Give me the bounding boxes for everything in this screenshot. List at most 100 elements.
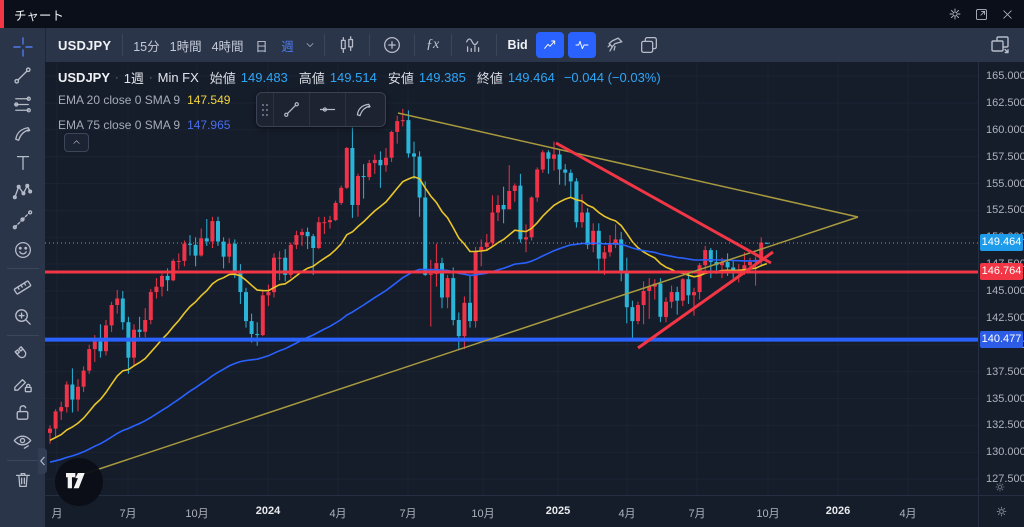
legend-symbol-row[interactable]: USDJPY · 1週 · Min FX 始値 149.483 高値 149.5… bbox=[58, 68, 661, 87]
price-tick-label: 160.000 bbox=[986, 124, 1024, 136]
fib-retracement-tool[interactable] bbox=[5, 90, 41, 119]
open-label: 始値 bbox=[209, 71, 236, 86]
time-tick-label: 7月 bbox=[119, 508, 137, 520]
brush-icon[interactable] bbox=[345, 93, 381, 126]
open-value: 149.483 bbox=[240, 70, 288, 85]
ema75-label: EMA 75 close 0 SMA 9 bbox=[58, 117, 181, 132]
timezone-gear-icon[interactable] bbox=[994, 504, 1009, 519]
interval-1h-button[interactable]: 1時間 bbox=[169, 39, 202, 54]
sidebar-separator bbox=[6, 268, 39, 269]
interval-15m-button[interactable]: 15分 bbox=[133, 39, 160, 54]
zoom-in-tool[interactable] bbox=[5, 302, 41, 331]
window-controls bbox=[946, 5, 1016, 23]
toolbar-separator bbox=[413, 34, 415, 56]
interval-dropdown-button[interactable] bbox=[301, 32, 319, 58]
horizontal-ray-icon[interactable] bbox=[309, 93, 345, 126]
bid-button[interactable]: Bid bbox=[507, 38, 528, 52]
legend-collapse-button[interactable] bbox=[64, 133, 89, 152]
low-value: 149.385 bbox=[418, 70, 466, 85]
open-in-window-icon[interactable] bbox=[972, 5, 990, 23]
time-axis[interactable]: 月 7月 10月 2024 4月 7月 10月 2025 4月 7月 10月 2026 4月 bbox=[45, 495, 978, 527]
sidebar-separator bbox=[6, 460, 39, 461]
time-tick-label: 2025 bbox=[545, 505, 571, 517]
close-label: 終値 bbox=[476, 71, 503, 86]
toolbar-separator bbox=[323, 34, 325, 56]
price-tag: 140.477 bbox=[980, 331, 1023, 348]
legend-interval: 1週 bbox=[123, 71, 144, 86]
time-tick-label: 10月 bbox=[756, 508, 780, 520]
trend-line-icon[interactable] bbox=[273, 93, 309, 126]
interval-1d-button[interactable]: 日 bbox=[255, 39, 268, 54]
legend-ema75-row[interactable]: EMA 75 close 0 SMA 9 147.965 bbox=[58, 112, 661, 137]
price-scale-gear-icon[interactable] bbox=[993, 480, 1007, 494]
sidebar-collapse-tab[interactable] bbox=[38, 448, 47, 474]
copy-button[interactable] bbox=[632, 32, 666, 58]
crosshair-tool[interactable] bbox=[5, 32, 41, 61]
brush-tool[interactable] bbox=[5, 119, 41, 148]
price-axis[interactable]: 165.000 162.500 160.000 157.500 155.000 152.5… bbox=[978, 62, 1024, 495]
price-tick-label: 155.000 bbox=[986, 178, 1024, 190]
candlestick-plot[interactable] bbox=[45, 62, 978, 495]
axis-corner[interactable] bbox=[978, 495, 1024, 527]
time-tick-label: 月 bbox=[51, 508, 63, 520]
change-value: −0.044 (−0.03%) bbox=[563, 70, 661, 85]
time-tick-label: 4月 bbox=[899, 508, 917, 520]
time-tick-label: 4月 bbox=[329, 508, 347, 520]
legend: USDJPY · 1週 · Min FX 始値 149.483 高値 149.5… bbox=[58, 68, 661, 137]
toolbar-separator bbox=[450, 34, 452, 56]
price-tick-label: 145.000 bbox=[986, 285, 1024, 297]
pulse-chart-toggle[interactable] bbox=[567, 32, 596, 58]
tradingview-logo[interactable] bbox=[55, 458, 103, 506]
emoji-tool[interactable] bbox=[5, 235, 41, 264]
toolbar-separator bbox=[368, 34, 370, 56]
compare-add-button[interactable] bbox=[375, 32, 409, 58]
price-tick-label: 165.000 bbox=[986, 70, 1024, 82]
ruler-tool[interactable] bbox=[5, 273, 41, 302]
settings-icon[interactable] bbox=[946, 5, 964, 23]
symbol-button[interactable]: USDJPY bbox=[58, 37, 112, 53]
interval-4h-button[interactable]: 4時間 bbox=[211, 39, 244, 54]
hide-drawings-tool[interactable] bbox=[5, 427, 41, 456]
paint-brush-button[interactable] bbox=[598, 32, 632, 58]
candle-style-button[interactable] bbox=[330, 32, 364, 58]
legend-dot: · bbox=[115, 71, 119, 84]
line-chart-toggle[interactable] bbox=[535, 32, 564, 58]
time-tick-label: 4月 bbox=[618, 508, 636, 520]
price-tick-label: 132.500 bbox=[986, 419, 1024, 431]
price-tick-label: 157.500 bbox=[986, 151, 1024, 163]
time-tick-label: 7月 bbox=[399, 508, 417, 520]
trend-line-tool[interactable] bbox=[5, 61, 41, 90]
price-tick-label: 152.500 bbox=[986, 204, 1024, 216]
close-value: 149.464 bbox=[507, 70, 555, 85]
low-label: 安値 bbox=[387, 71, 414, 86]
time-tick-label: 7月 bbox=[688, 508, 706, 520]
indicators-fx-button[interactable]: ƒx bbox=[420, 32, 446, 58]
window-title: チャート bbox=[14, 8, 64, 23]
text-tool[interactable] bbox=[5, 148, 41, 177]
price-tick-label: 135.000 bbox=[986, 393, 1024, 405]
price-tag: 149.464 bbox=[980, 234, 1023, 251]
ema20-label: EMA 20 close 0 SMA 9 bbox=[58, 92, 181, 107]
draw-lock-tool[interactable] bbox=[5, 369, 41, 398]
price-tick-label: 137.500 bbox=[986, 366, 1024, 378]
drag-handle[interactable] bbox=[257, 103, 273, 117]
price-tag: 146.764 bbox=[980, 263, 1023, 280]
accent-bar bbox=[0, 0, 4, 28]
interval-1w-button[interactable]: 週 bbox=[281, 39, 294, 54]
multi-window-button[interactable] bbox=[982, 32, 1018, 58]
legend-ema20-row[interactable]: EMA 20 close 0 SMA 9 147.549 bbox=[58, 87, 661, 112]
lock-all-tool[interactable] bbox=[5, 398, 41, 427]
magnet-tool[interactable] bbox=[5, 340, 41, 369]
time-tick-label: 2024 bbox=[255, 505, 281, 517]
title-bar: チャート bbox=[0, 0, 1024, 28]
xabcd-pattern-tool[interactable] bbox=[5, 177, 41, 206]
toolbar-separator bbox=[122, 34, 124, 56]
close-icon[interactable] bbox=[998, 5, 1016, 23]
time-tick-label: 10月 bbox=[185, 508, 209, 520]
high-label: 高値 bbox=[298, 71, 325, 86]
forecast-tool[interactable] bbox=[5, 206, 41, 235]
chart-toolbar: USDJPY 15分 1時間 4時間 日 週 ƒx Bid bbox=[45, 28, 1024, 62]
remove-drawings-tool[interactable] bbox=[5, 465, 41, 494]
indicator-template-button[interactable] bbox=[457, 32, 491, 58]
